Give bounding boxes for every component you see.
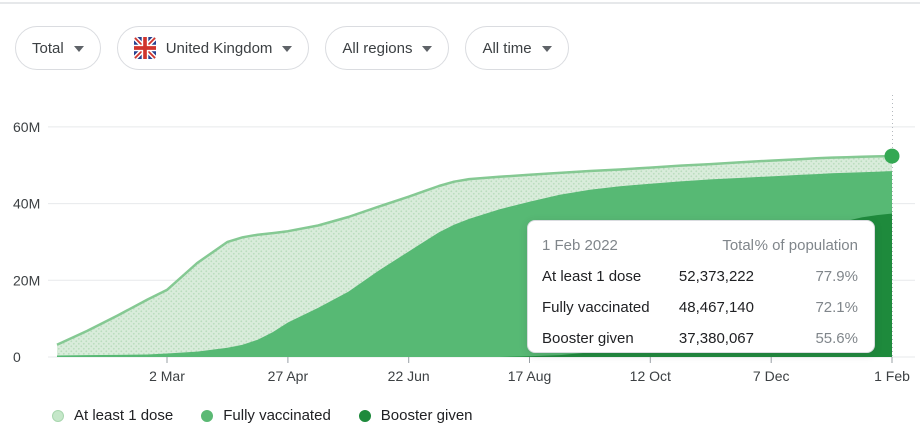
tooltip-row-total: 37,380,067 — [678, 330, 754, 347]
legend-dot-icon — [52, 409, 64, 422]
legend-item-fully-vaccinated[interactable]: Fully vaccinated — [201, 407, 331, 424]
time-filter-label: All time — [482, 39, 532, 57]
time-filter-dropdown[interactable]: All time — [465, 26, 569, 70]
x-axis-label: 22 Jun — [388, 368, 430, 384]
legend-dot-icon — [201, 409, 214, 422]
filter-bar: Total United Kingdom All regions All tim… — [15, 26, 569, 70]
legend-label: At least 1 dose — [74, 407, 174, 424]
chevron-down-icon — [73, 46, 84, 52]
tooltip-row-pct: 77.9% — [815, 268, 858, 285]
chevron-down-icon — [282, 46, 293, 52]
x-axis-label: 1 Feb — [874, 368, 910, 384]
y-axis-label: 60M — [13, 119, 40, 135]
x-axis-label: 12 Oct — [630, 368, 671, 384]
legend-item-booster-given[interactable]: Booster given — [358, 407, 473, 424]
y-axis-label: 0 — [13, 349, 21, 365]
x-axis-label: 7 Dec — [753, 368, 790, 384]
chart-legend: At least 1 dose Fully vaccinated Booster… — [52, 407, 473, 424]
tooltip-col-pct: % of population — [754, 237, 858, 254]
tooltip-row-total: 52,373,222 — [678, 268, 754, 285]
tooltip-col-total: Total — [722, 237, 754, 254]
x-axis-label: 17 Aug — [508, 368, 552, 384]
legend-label: Booster given — [380, 407, 473, 424]
x-axis-label: 2 Mar — [149, 368, 185, 384]
country-filter-label: United Kingdom — [165, 39, 273, 57]
tooltip-row-label: Booster given — [542, 330, 634, 347]
tooltip-row-total: 48,467,140 — [678, 299, 754, 316]
region-filter-dropdown[interactable]: All regions — [325, 26, 450, 70]
tooltip-row-label: Fully vaccinated — [542, 299, 650, 316]
chevron-down-icon — [541, 46, 552, 52]
region-filter-label: All regions — [342, 39, 413, 57]
tooltip-row-label: At least 1 dose — [542, 268, 642, 285]
x-axis-label: 27 Apr — [268, 368, 309, 384]
uk-flag-icon — [133, 37, 156, 59]
end-point-marker[interactable] — [884, 148, 900, 164]
tooltip-row-pct: 55.6% — [815, 330, 858, 347]
y-axis-label: 20M — [13, 272, 40, 288]
legend-label: Fully vaccinated — [223, 407, 331, 424]
metric-filter-dropdown[interactable]: Total — [15, 26, 101, 70]
tooltip-row-pct: 72.1% — [815, 299, 858, 316]
chevron-down-icon — [422, 46, 433, 52]
y-axis-label: 40M — [13, 196, 40, 212]
legend-dot-icon — [358, 409, 371, 422]
metric-filter-label: Total — [32, 39, 64, 57]
tooltip-date: 1 Feb 2022 — [542, 237, 618, 254]
line-at-least-1-dose — [56, 154, 893, 346]
country-filter-dropdown[interactable]: United Kingdom — [116, 26, 310, 70]
chart-tooltip: 1 Feb 2022 Total % of population At leas… — [527, 220, 875, 353]
top-divider — [0, 2, 920, 4]
legend-item-at-least-1-dose[interactable]: At least 1 dose — [52, 407, 173, 424]
